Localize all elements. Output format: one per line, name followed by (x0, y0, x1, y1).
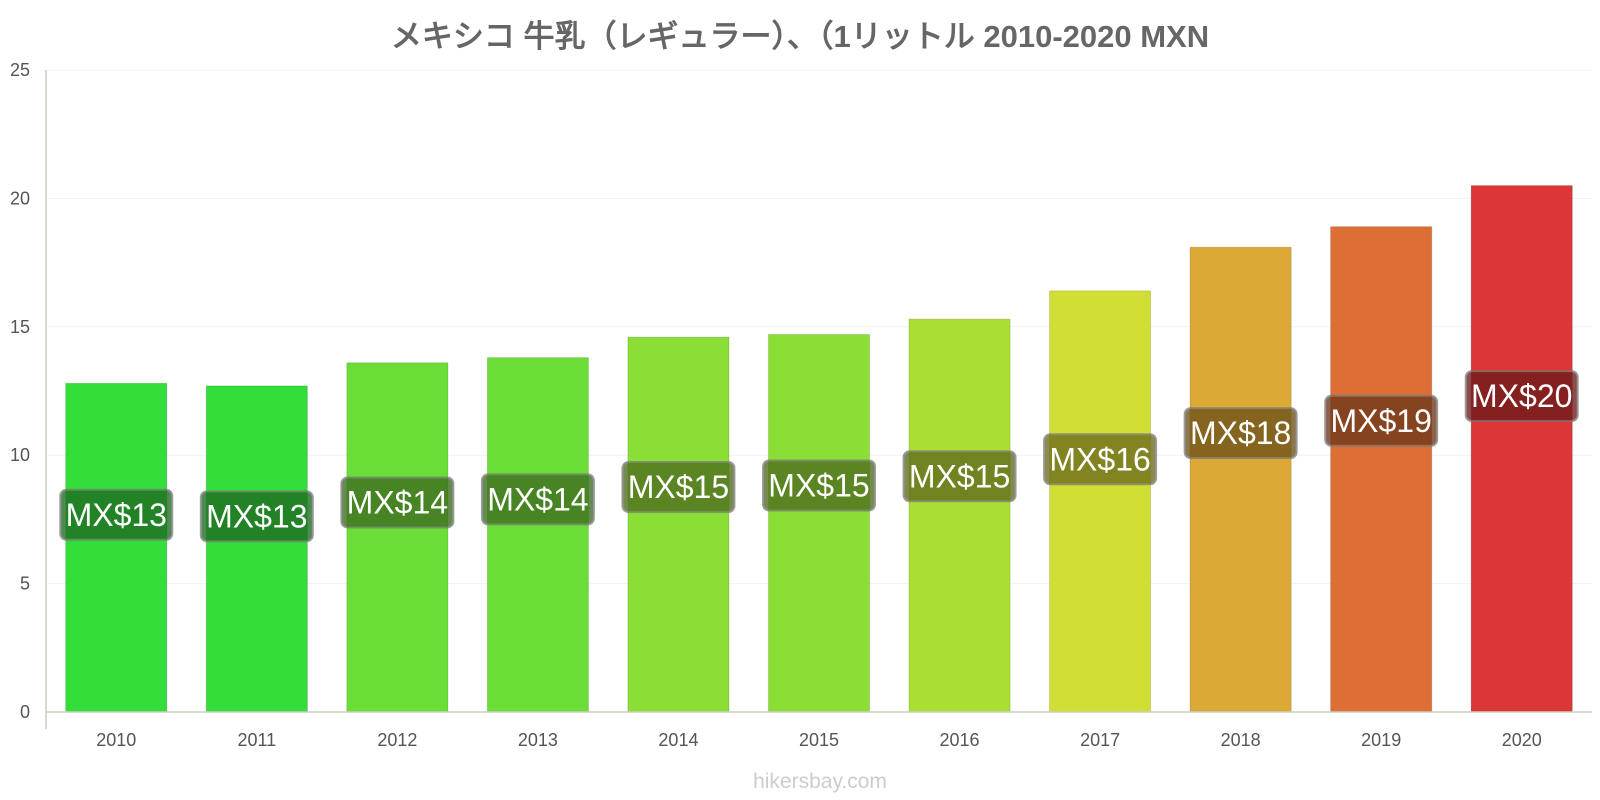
y-tick-label: 20 (10, 188, 30, 208)
x-tick-label: 2012 (377, 730, 417, 750)
data-label-bg (621, 461, 736, 514)
y-tick-label: 0 (20, 702, 30, 722)
data-label: MX$15 (909, 458, 1010, 494)
x-tick-label: 2019 (1361, 730, 1401, 750)
chart-title: メキシコ 牛乳（レギュラー）、（1リットル 2010-2020 MXN (391, 19, 1209, 54)
data-label-bg (1464, 370, 1579, 423)
x-tick-label: 2015 (799, 730, 839, 750)
y-tick-label: 10 (10, 445, 30, 465)
data-label-bg (1043, 433, 1158, 486)
y-axis-ticks: 0 5 10 15 20 25 (10, 60, 30, 722)
data-label-bg (480, 473, 595, 526)
data-label: MX$14 (347, 484, 448, 520)
data-label: MX$14 (487, 481, 588, 517)
bar-2011[interactable] (205, 385, 308, 713)
data-label-bg (762, 459, 876, 512)
bar-2017[interactable] (1048, 290, 1152, 713)
data-label: MX$15 (768, 468, 869, 504)
data-label-bg (1183, 407, 1298, 460)
data-label: MX$19 (1330, 403, 1431, 439)
bars (65, 185, 1573, 713)
x-tick-label: 2014 (658, 730, 698, 750)
bar-2014[interactable] (627, 336, 730, 713)
bar-2018[interactable] (1189, 246, 1292, 713)
bar-2020[interactable] (1470, 185, 1573, 713)
x-tick-label: 2010 (96, 730, 136, 750)
bar-2013[interactable] (486, 357, 590, 713)
data-label-bg (902, 450, 1017, 503)
data-label-bg (59, 488, 174, 541)
y-tick-label: 5 (20, 574, 30, 594)
x-tick-label: 2013 (518, 730, 558, 750)
x-tick-label: 2018 (1221, 730, 1261, 750)
data-label: MX$15 (628, 469, 729, 505)
data-label-bg (199, 490, 314, 543)
data-label: MX$18 (1190, 415, 1291, 451)
data-label: MX$13 (206, 498, 307, 534)
x-tick-label: 2017 (1080, 730, 1120, 750)
data-label: MX$20 (1471, 378, 1572, 414)
bar-2016[interactable] (908, 318, 1011, 713)
bar-2015[interactable] (767, 334, 871, 713)
bar-2019[interactable] (1330, 226, 1433, 713)
y-tick-label: 25 (10, 60, 30, 80)
x-tick-label: 2020 (1502, 730, 1542, 750)
bar-2012[interactable] (346, 362, 449, 713)
data-label-bg (1324, 394, 1439, 447)
bar-2010[interactable] (65, 382, 168, 713)
data-labels: MX$13 MX$13 MX$14 MX$14 MX$15 MX$15 MX$15 MX$16… (59, 370, 1579, 543)
watermark: hikersbay.com (753, 770, 887, 793)
data-label-bg (340, 476, 455, 529)
x-axis-ticks: 2010 2011 2012 2013 2014 2015 2016 2017 2018 2019… (96, 730, 1542, 750)
data-label: MX$16 (1049, 441, 1150, 477)
y-tick-label: 15 (10, 317, 30, 337)
data-label: MX$13 (66, 497, 167, 533)
x-tick-label: 2016 (940, 730, 980, 750)
x-tick-label: 2011 (237, 730, 276, 750)
